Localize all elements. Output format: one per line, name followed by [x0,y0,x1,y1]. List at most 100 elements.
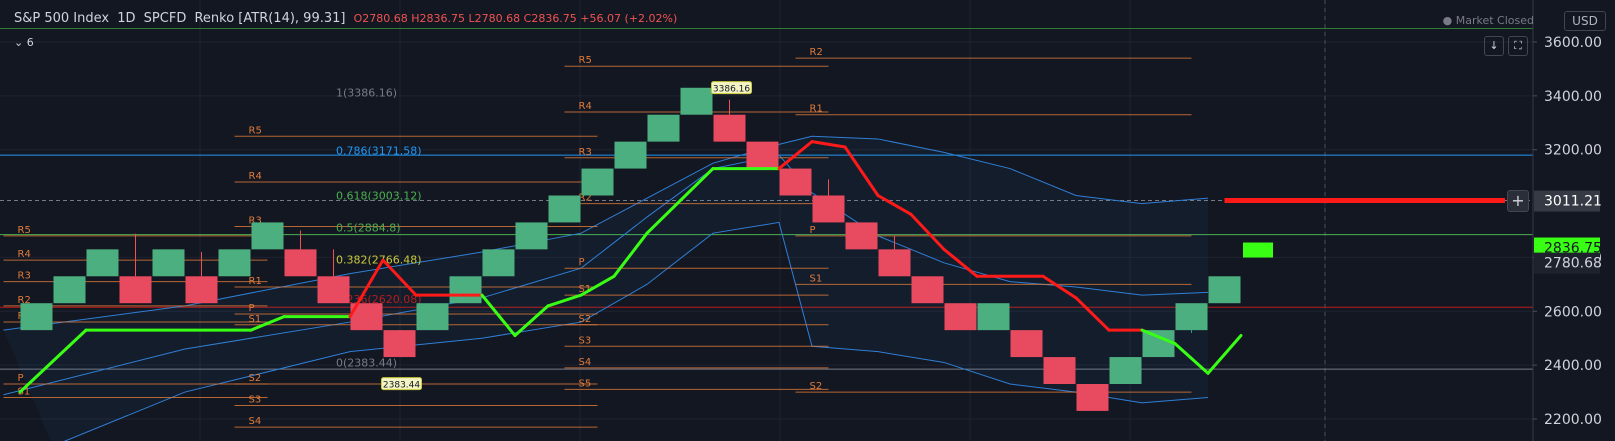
up-brick [647,114,680,142]
chart-style-label[interactable]: Renko [ATR(14), 99.31] [194,11,346,26]
add-alert-button[interactable]: + [1507,190,1529,212]
down-brick [713,114,746,142]
price-axis-bg [1533,0,1615,441]
pivot-set: R5 R4 R3 R2 P S1 S2 S3 S4 S5 [564,55,829,390]
crosshair-price-label: 3011.21 [1544,194,1602,210]
crosshair-price-label-bg [1534,190,1600,212]
pivot-label: R4 [18,249,31,260]
down-brick [746,141,779,169]
price-tick-label: 2400.00 [1544,358,1602,374]
up-brick [152,249,185,277]
pivot-label: R1 [249,276,262,287]
up-brick [1175,303,1208,331]
down-brick [1076,383,1109,411]
down-brick [1043,357,1076,384]
pivot-label: S2 [249,373,262,384]
fib-retracement: 1(3386.16) 0.786(3171.58) 0.618(3003.12) 0.… [336,87,422,370]
price-axis: 3600.003400.003200.002800.002600.002400.… [1532,0,1615,441]
pivot-label: R1 [810,104,823,115]
indicators-toggle[interactable]: ⌄ 6 [14,36,34,49]
pivot-set: R2 R1 P S1 S2 [795,47,1192,393]
ohlc-values: O2780.68 H2836.75 L2780.68 C2836.75 +56.… [353,12,678,25]
pivot-label: P [18,373,24,384]
up-brick [251,222,284,250]
up-brick [1142,330,1175,358]
up-brick [548,195,581,223]
supertrend-segment [1041,274,1078,300]
market-status: ● Market Closed [1442,14,1534,27]
down-brick [317,276,350,304]
up-brick [680,87,713,115]
supertrend-segment [909,212,946,251]
currency-button[interactable]: USD [1564,11,1606,31]
arrow-down-icon: ↓ [1489,39,1499,52]
pivot-label: S2 [810,381,823,392]
down-brick [911,276,944,304]
supertrend-segment [1140,328,1177,346]
down-brick [845,222,878,250]
down-brick [779,168,812,196]
up-brick [20,303,53,331]
symbol-name[interactable]: S&P 500 Index [14,11,110,26]
supertrend-segment [876,193,913,216]
fib-label: 1(3386.16) [336,87,397,100]
supertrend-segment [1074,296,1111,332]
supertrend-segment [1206,334,1243,375]
high-marker: 3386.16 [711,81,752,95]
pivot-label: R5 [579,55,592,66]
pivot-label: R4 [249,171,262,182]
supertrend-segment [777,140,814,171]
supertrend-segment [1173,342,1210,375]
up-brick [1109,357,1142,384]
supertrend-segment [480,293,517,338]
fullscreen-icon: ⛶ [1514,39,1522,52]
fib-label: 0.786(3171.58) [336,144,422,157]
up-brick [416,303,449,331]
interval-label[interactable]: 1D [117,11,136,26]
pivot-label: R2 [810,47,823,58]
marker-label: 3386.16 [713,85,750,95]
down-brick [1010,330,1043,358]
up-brick [449,276,482,304]
supertrend-segment [513,304,550,338]
price-tick-label: 3200.00 [1544,143,1602,159]
price-tick-label: 2600.00 [1544,304,1602,320]
supertrend-segment [843,145,880,197]
pivot-label: P [810,225,816,236]
pivot-label: S3 [579,335,592,346]
plus-icon: + [1511,191,1525,210]
pivot-label: R5 [249,125,262,136]
pivot-label: S1 [249,314,262,325]
supertrend-segment [645,167,715,235]
low-marker: 2383.44 [381,377,422,391]
pivot-label: S1 [579,284,592,295]
marker-label: 2383.44 [383,381,420,391]
down-brick [812,195,845,223]
price-tick-label: 3400.00 [1544,89,1602,105]
chart-header: S&P 500 Index 1D SPCFD Renko [ATR(14), 9… [14,11,677,26]
scroll-to-realtime-button[interactable]: ↓ [1484,36,1504,56]
up-brick [53,276,86,304]
down-brick [944,303,977,331]
down-brick [878,249,911,277]
pivot-label: P [249,303,255,314]
supertrend-segment [810,140,847,149]
up-brick [977,303,1010,331]
bollinger-upper-line [3,135,1209,331]
pivot-label: R3 [249,215,262,226]
source-label: SPCFD [143,11,187,26]
down-brick [383,330,416,358]
up-brick [581,168,614,196]
open-price-label-bg [1534,252,1600,274]
price-tick-label: 2200.00 [1544,412,1602,428]
pivot-label: S4 [579,357,592,368]
supertrend-segment [381,258,418,297]
fullscreen-button[interactable]: ⛶ [1508,36,1528,56]
pivot-label: R3 [18,271,31,282]
wicks [135,99,1192,333]
indicators-count: 6 [26,36,34,49]
supertrend-segment [579,274,616,297]
chevron-down-icon: ⌄ [14,36,24,49]
